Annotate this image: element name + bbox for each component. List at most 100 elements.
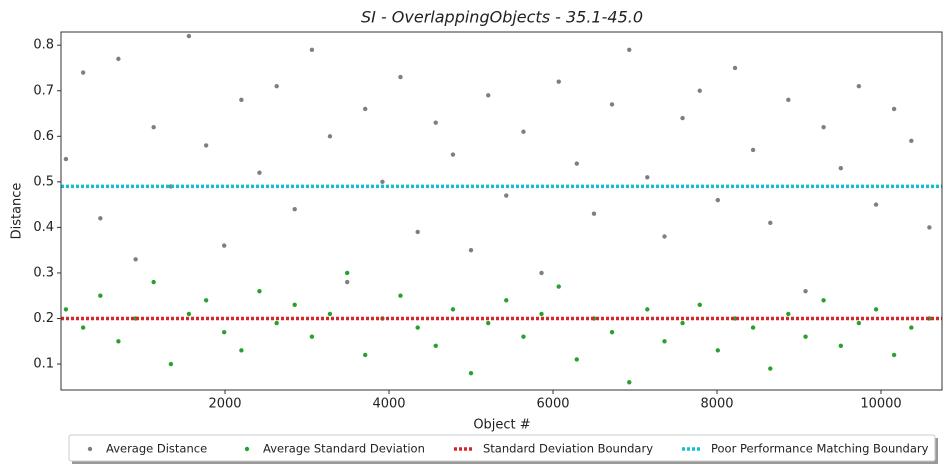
point — [203, 298, 209, 303]
point — [363, 106, 368, 112]
point — [891, 352, 897, 358]
point — [221, 243, 227, 248]
point — [504, 193, 509, 198]
point — [63, 307, 69, 312]
point — [433, 343, 438, 349]
point — [450, 152, 456, 157]
point — [327, 134, 333, 139]
point — [786, 97, 791, 103]
x-tick-label: 4000 — [372, 397, 405, 412]
point — [838, 343, 844, 349]
x-tick-label: 6000 — [536, 397, 569, 412]
y-tick-label: 0.6 — [33, 129, 54, 144]
point — [750, 325, 756, 330]
point — [327, 311, 333, 317]
point — [239, 97, 244, 103]
point — [873, 202, 879, 207]
point — [697, 302, 702, 308]
point — [80, 325, 86, 330]
point — [680, 320, 685, 326]
point — [521, 129, 526, 134]
y-tick-label: 0.7 — [33, 83, 54, 98]
point — [203, 143, 209, 148]
point — [574, 161, 579, 166]
point — [680, 115, 685, 121]
point — [151, 124, 156, 130]
point — [539, 311, 544, 317]
point — [257, 170, 262, 175]
y-tick-label: 0.8 — [33, 38, 54, 53]
point — [292, 302, 297, 308]
x-tick-label: 2000 — [208, 397, 241, 412]
point — [715, 348, 721, 353]
point — [803, 288, 808, 294]
point — [168, 361, 174, 367]
point — [504, 298, 509, 303]
point — [309, 334, 315, 339]
point — [415, 325, 420, 330]
point — [539, 270, 544, 276]
x-tick-label: 10000 — [860, 397, 901, 412]
x-tick-label: 8000 — [700, 397, 733, 412]
point — [363, 352, 368, 358]
point — [274, 320, 279, 326]
legend-marker — [87, 446, 93, 452]
point — [221, 329, 227, 335]
point — [856, 320, 862, 326]
point — [151, 279, 156, 285]
point — [380, 179, 385, 185]
point — [292, 206, 297, 212]
point — [344, 279, 350, 285]
y-tick-label: 0.4 — [33, 220, 54, 235]
point — [116, 56, 121, 62]
point — [591, 211, 597, 216]
point — [609, 102, 615, 107]
point — [486, 320, 491, 326]
point — [98, 293, 103, 298]
point — [63, 156, 69, 162]
point — [344, 270, 350, 276]
point — [398, 74, 403, 80]
point — [609, 329, 615, 335]
legend — [68, 434, 936, 462]
point — [803, 334, 808, 339]
y-tick-label: 0.2 — [33, 311, 54, 326]
y-axis-label: Distance — [10, 183, 25, 240]
point — [257, 288, 262, 294]
point — [891, 106, 897, 112]
point — [627, 380, 632, 385]
point — [521, 334, 526, 339]
point — [645, 307, 650, 312]
point — [662, 234, 667, 239]
point — [468, 370, 474, 376]
point — [838, 165, 844, 171]
point — [697, 88, 702, 93]
point — [768, 366, 773, 371]
point — [556, 284, 561, 289]
point — [450, 307, 456, 312]
point — [645, 175, 650, 180]
plot-frame — [60, 31, 943, 391]
point — [468, 247, 474, 253]
y-tick-label: 0.3 — [33, 265, 54, 280]
point — [486, 93, 491, 98]
legend-label: Average Standard Deviation — [263, 442, 425, 456]
point — [927, 225, 932, 230]
point — [98, 216, 103, 221]
point — [662, 339, 667, 344]
y-tick-label: 0.5 — [33, 174, 54, 189]
point — [398, 293, 403, 298]
point — [186, 311, 192, 317]
point — [821, 124, 826, 130]
point — [186, 33, 192, 39]
y-tick-label: 0.1 — [33, 357, 54, 372]
point — [732, 65, 738, 71]
point — [574, 357, 579, 362]
point — [856, 84, 862, 89]
point — [627, 47, 632, 52]
point — [873, 307, 879, 312]
point — [274, 84, 279, 89]
legend-label: Standard Deviation Boundary — [483, 442, 653, 456]
point — [309, 47, 315, 52]
